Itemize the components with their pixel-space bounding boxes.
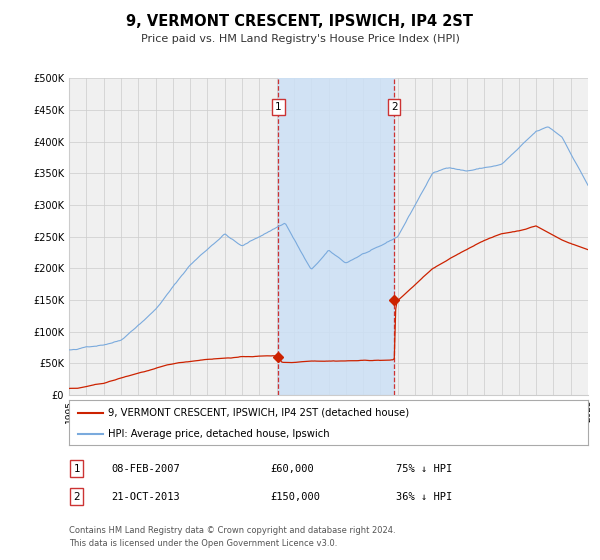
Text: Price paid vs. HM Land Registry's House Price Index (HPI): Price paid vs. HM Land Registry's House … [140, 34, 460, 44]
Text: 1: 1 [73, 464, 80, 474]
Text: 2: 2 [73, 492, 80, 502]
Text: 9, VERMONT CRESCENT, IPSWICH, IP4 2ST (detached house): 9, VERMONT CRESCENT, IPSWICH, IP4 2ST (d… [108, 408, 409, 418]
Text: 36% ↓ HPI: 36% ↓ HPI [396, 492, 452, 502]
Text: Contains HM Land Registry data © Crown copyright and database right 2024.: Contains HM Land Registry data © Crown c… [69, 526, 395, 535]
Text: HPI: Average price, detached house, Ipswich: HPI: Average price, detached house, Ipsw… [108, 429, 329, 439]
Text: 21-OCT-2013: 21-OCT-2013 [111, 492, 180, 502]
Text: £150,000: £150,000 [270, 492, 320, 502]
Text: 75% ↓ HPI: 75% ↓ HPI [396, 464, 452, 474]
Text: 9, VERMONT CRESCENT, IPSWICH, IP4 2ST: 9, VERMONT CRESCENT, IPSWICH, IP4 2ST [127, 14, 473, 29]
Bar [278, 78, 394, 395]
Text: 2: 2 [391, 102, 398, 112]
Text: This data is licensed under the Open Government Licence v3.0.: This data is licensed under the Open Gov… [69, 539, 337, 548]
Text: £60,000: £60,000 [270, 464, 314, 474]
Text: 08-FEB-2007: 08-FEB-2007 [111, 464, 180, 474]
Text: 1: 1 [275, 102, 281, 112]
